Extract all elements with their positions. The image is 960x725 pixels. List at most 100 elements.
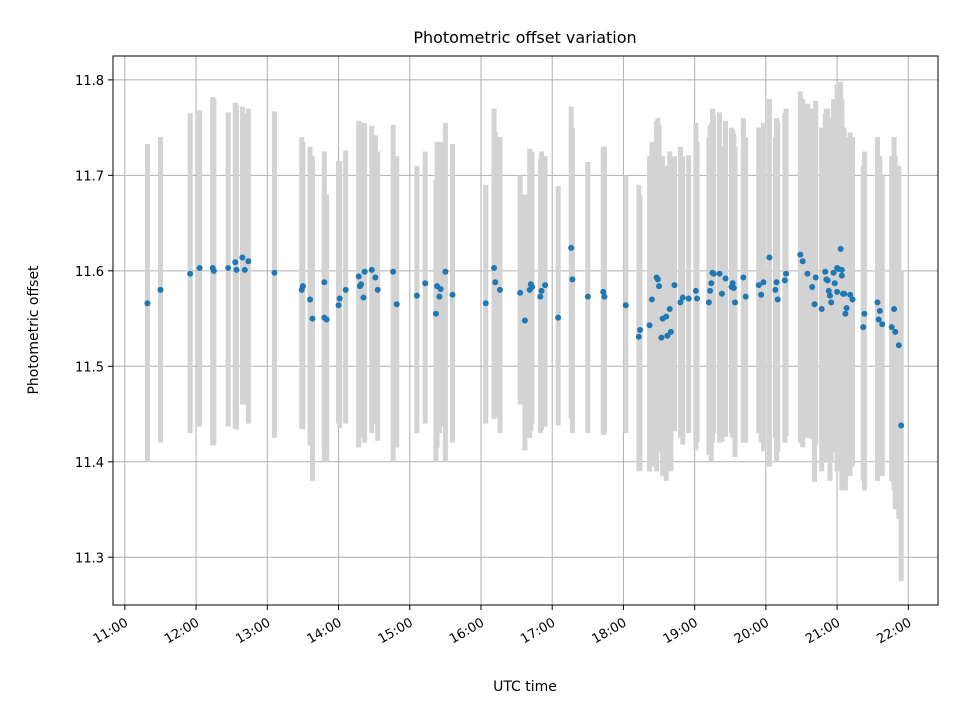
- data-point: [718, 290, 725, 297]
- data-point: [656, 283, 663, 290]
- data-point: [245, 258, 252, 265]
- data-point: [722, 275, 729, 282]
- data-point: [309, 315, 316, 322]
- data-point: [646, 322, 653, 329]
- data-point: [773, 279, 780, 286]
- data-point: [157, 286, 164, 293]
- data-point: [828, 299, 835, 306]
- data-point: [797, 251, 804, 258]
- data-point: [861, 310, 868, 317]
- data-point: [822, 268, 829, 275]
- data-point: [323, 316, 330, 323]
- data-point: [413, 292, 420, 299]
- data-point: [831, 280, 838, 287]
- data-point: [781, 277, 788, 284]
- data-point: [336, 295, 343, 302]
- data-point: [842, 310, 849, 317]
- data-point: [648, 296, 655, 303]
- data-point: [232, 259, 239, 266]
- data-point: [679, 294, 686, 301]
- data-point: [601, 293, 608, 300]
- data-point: [432, 310, 439, 317]
- data-point: [888, 324, 895, 331]
- data-point: [860, 324, 867, 331]
- data-point: [635, 333, 642, 340]
- data-point: [671, 282, 678, 289]
- data-point: [299, 283, 306, 290]
- data-point: [361, 268, 368, 275]
- data-point: [760, 279, 767, 286]
- data-point: [755, 282, 762, 289]
- data-point: [529, 284, 536, 291]
- data-point: [685, 295, 692, 302]
- data-point: [838, 272, 845, 279]
- data-point: [663, 313, 670, 320]
- data-point: [825, 287, 832, 294]
- data-point: [664, 332, 671, 339]
- data-point: [879, 321, 886, 328]
- data-point: [241, 266, 248, 273]
- data-point: [355, 273, 362, 280]
- data-point: [637, 327, 644, 334]
- data-point: [818, 306, 825, 313]
- data-point: [568, 244, 575, 251]
- data-point: [667, 328, 674, 335]
- data-point: [358, 281, 365, 288]
- data-point: [898, 422, 905, 429]
- data-point: [895, 342, 902, 349]
- data-point: [482, 300, 489, 307]
- data-point: [335, 302, 342, 309]
- data-point: [321, 279, 328, 286]
- data-point: [436, 293, 443, 300]
- y-axis-label: Photometric offset: [26, 265, 42, 395]
- data-point: [710, 270, 717, 277]
- x-axis-label: UTC time: [493, 679, 557, 695]
- data-point: [812, 274, 819, 281]
- plot-frame: [112, 55, 939, 606]
- data-point: [740, 274, 747, 281]
- data-point: [837, 245, 844, 252]
- data-point: [491, 264, 498, 271]
- data-point: [891, 306, 898, 313]
- data-point: [496, 286, 503, 293]
- data-point: [766, 254, 773, 261]
- data-point: [233, 266, 240, 273]
- data-point: [342, 286, 349, 293]
- y-tick-label: 11.8: [75, 74, 104, 89]
- data-point: [368, 266, 375, 273]
- data-point: [849, 296, 856, 303]
- data-point: [666, 306, 673, 313]
- data-point: [555, 314, 562, 321]
- data-point: [210, 267, 217, 274]
- data-point: [730, 285, 737, 292]
- data-point: [187, 270, 194, 277]
- data-point: [584, 293, 591, 300]
- data-point: [830, 269, 837, 276]
- data-point: [843, 305, 850, 312]
- data-point: [875, 316, 882, 323]
- data-point: [537, 293, 544, 300]
- y-tick-label: 11.6: [75, 265, 104, 280]
- data-point: [694, 295, 701, 302]
- data-point: [239, 254, 246, 261]
- data-point: [542, 282, 549, 289]
- data-point: [876, 307, 883, 314]
- data-point: [492, 279, 499, 286]
- data-point: [841, 290, 848, 297]
- data-point: [804, 270, 811, 277]
- data-point: [892, 328, 899, 335]
- data-point: [569, 276, 576, 283]
- data-point: [847, 291, 854, 298]
- data-point: [144, 300, 151, 307]
- data-point: [874, 299, 881, 306]
- data-point: [622, 302, 629, 309]
- data-point: [809, 284, 816, 291]
- data-point: [692, 287, 699, 294]
- data-point: [600, 288, 607, 295]
- y-tick-label: 11.5: [75, 360, 104, 375]
- data-point: [449, 291, 456, 298]
- data-point: [811, 301, 818, 308]
- chart-title: Photometric offset variation: [413, 28, 636, 47]
